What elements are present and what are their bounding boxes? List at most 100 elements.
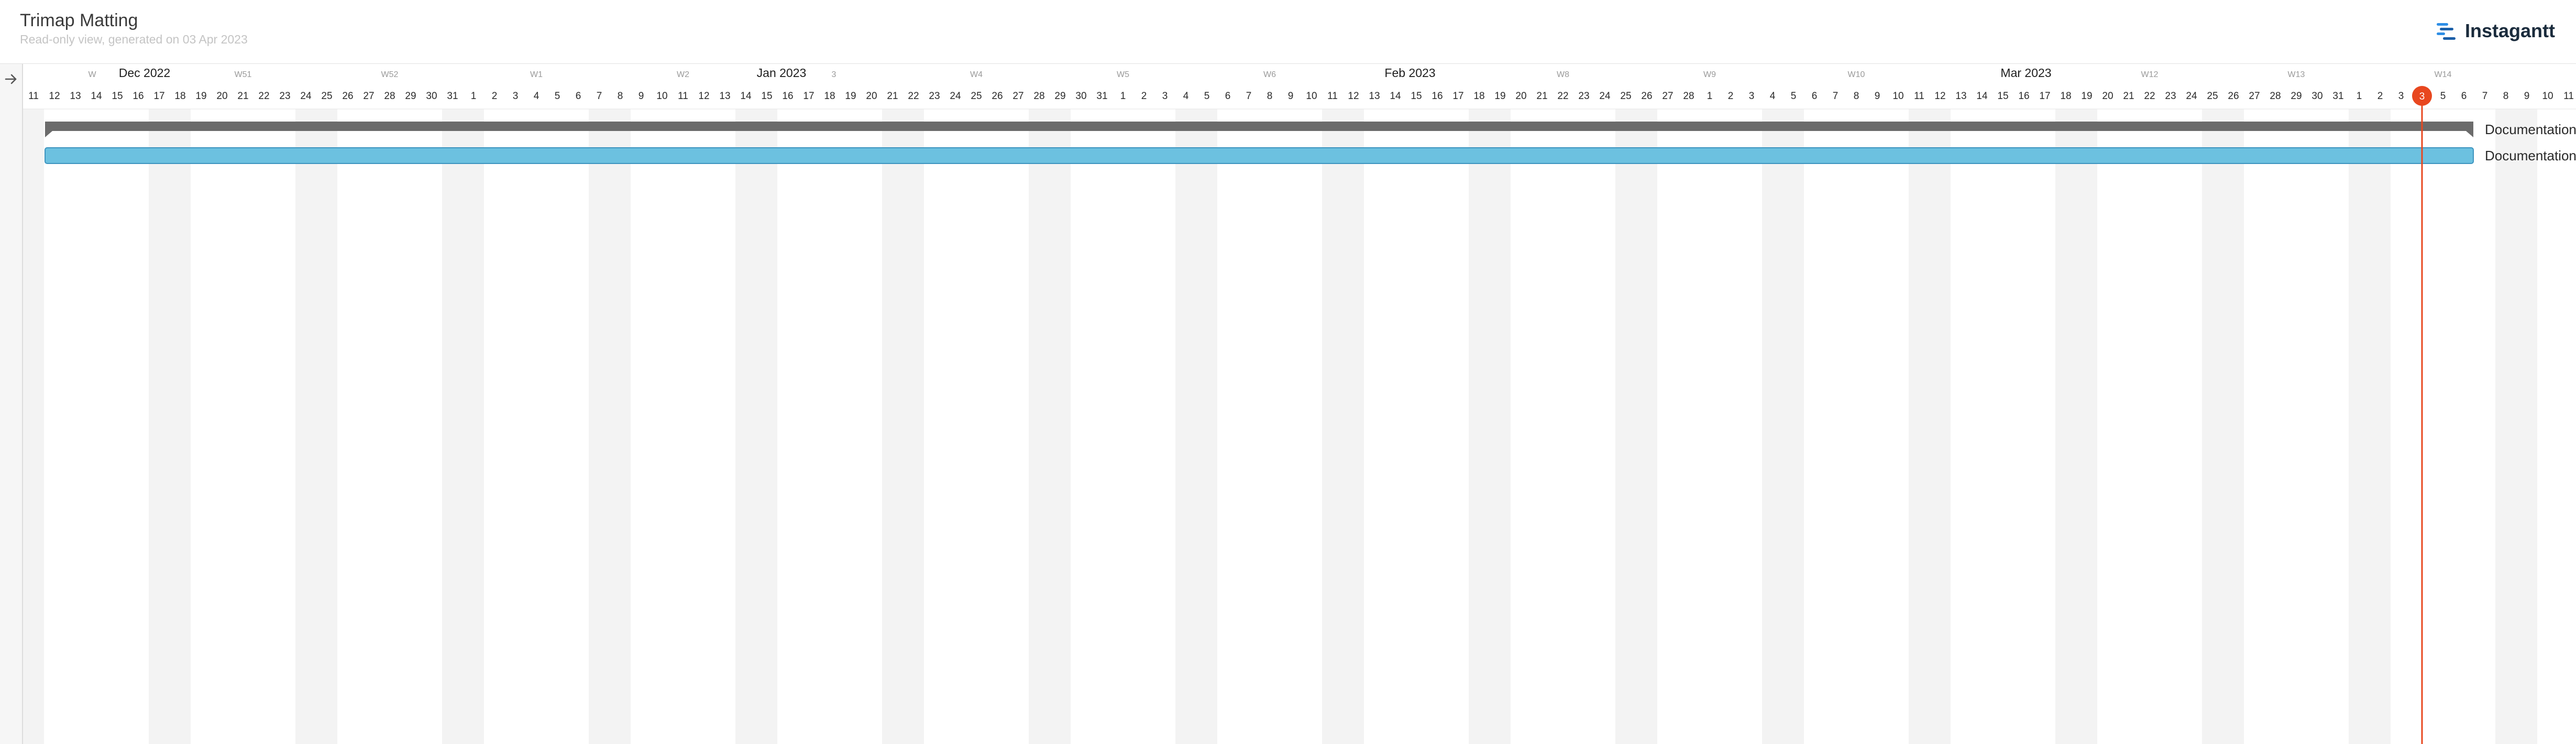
weekend-column <box>23 109 44 744</box>
day-label: 26 <box>342 91 353 102</box>
weekend-column <box>170 109 191 744</box>
day-label: 17 <box>153 91 164 102</box>
weekend-column <box>1343 109 1364 744</box>
day-label: 16 <box>1432 91 1443 102</box>
day-label: 20 <box>2102 91 2113 102</box>
weekend-column <box>903 109 924 744</box>
day-label: 21 <box>237 91 248 102</box>
day-label: 17 <box>2039 91 2050 102</box>
day-label: 28 <box>1033 91 1044 102</box>
day-label: 15 <box>1411 91 1422 102</box>
weekend-column <box>589 109 610 744</box>
day-label: 7 <box>2482 91 2488 102</box>
gantt-timeline[interactable]: Dec 2022 Jan 2023 Feb 2023 Mar 2023 W W51 W52 W… <box>23 64 2576 744</box>
week-label: W12 <box>2141 70 2159 79</box>
weekend-column <box>735 109 756 744</box>
day-label: 9 <box>1875 91 1880 102</box>
day-label: 1 <box>1120 91 1126 102</box>
day-label: 19 <box>195 91 206 102</box>
day-label: 24 <box>2186 91 2197 102</box>
weekend-column <box>1196 109 1217 744</box>
week-label: W8 <box>1557 70 1569 79</box>
group-bar[interactable] <box>45 122 2473 137</box>
day-label: 22 <box>258 91 269 102</box>
week-label: W13 <box>2288 70 2305 79</box>
day-label: 6 <box>576 91 581 102</box>
weekend-column <box>882 109 903 744</box>
day-label: 22 <box>908 91 919 102</box>
day-label: 10 <box>656 91 667 102</box>
day-label: 22 <box>2144 91 2155 102</box>
day-label: 2 <box>2377 91 2383 102</box>
day-label: 25 <box>2207 91 2218 102</box>
day-label: 15 <box>112 91 123 102</box>
weekend-column <box>1322 109 1343 744</box>
weekend-column <box>610 109 631 744</box>
day-label: 11 <box>1914 91 1924 102</box>
weekend-column <box>1029 109 1050 744</box>
day-label: 13 <box>1955 91 1966 102</box>
day-label: 22 <box>1557 91 1568 102</box>
week-label: W9 <box>1703 70 1716 79</box>
weekend-column <box>2370 109 2391 744</box>
expand-sidebar-button[interactable] <box>2 70 20 88</box>
day-label: 30 <box>1075 91 1086 102</box>
day-label: 11 <box>678 91 688 102</box>
weekend-column <box>1909 109 1930 744</box>
weekend-column <box>463 109 484 744</box>
day-label: 13 <box>70 91 81 102</box>
brand[interactable]: Instagantt <box>2436 19 2555 43</box>
page-title: Trimap Matting <box>20 10 138 30</box>
week-label: 3 <box>832 70 836 79</box>
day-label: 23 <box>929 91 940 102</box>
day-label: 14 <box>91 91 102 102</box>
day-label: 24 <box>300 91 312 102</box>
week-label: W5 <box>1117 70 1129 79</box>
week-label: W1 <box>530 70 543 79</box>
month-label: Feb 2023 <box>1384 66 1435 80</box>
weekend-column <box>2349 109 2370 744</box>
day-label: 30 <box>426 91 437 102</box>
weekend-column <box>1050 109 1071 744</box>
day-label: 10 <box>1892 91 1903 102</box>
day-label: 26 <box>2228 91 2239 102</box>
day-label: 31 <box>447 91 458 102</box>
day-label: 12 <box>1348 91 1359 102</box>
instagantt-logo-icon <box>2436 23 2456 40</box>
day-label: 29 <box>1054 91 1065 102</box>
week-label: W52 <box>381 70 399 79</box>
weekend-column <box>1175 109 1196 744</box>
day-label: 10 <box>1306 91 1317 102</box>
day-label: 3 <box>2398 91 2404 102</box>
day-label: 4 <box>1183 91 1189 102</box>
day-label: 16 <box>2018 91 2029 102</box>
day-label: 14 <box>740 91 752 102</box>
day-label: 5 <box>1204 91 1210 102</box>
left-gutter <box>0 64 23 744</box>
page-subtitle: Read-only view, generated on 03 Apr 2023 <box>20 32 248 46</box>
weekend-column <box>1469 109 1490 744</box>
day-label: 12 <box>698 91 709 102</box>
weekend-column <box>316 109 337 744</box>
day-label: 29 <box>405 91 416 102</box>
day-label: 14 <box>1390 91 1401 102</box>
task-bar[interactable] <box>45 147 2474 164</box>
day-label: 4 <box>1770 91 1776 102</box>
weekend-column <box>295 109 316 744</box>
day-label: 7 <box>597 91 602 102</box>
day-label: 6 <box>2461 91 2467 102</box>
day-label: 3 <box>1162 91 1168 102</box>
day-label: 8 <box>1854 91 1859 102</box>
day-label: 1 <box>1707 91 1713 102</box>
arrow-right-icon <box>5 74 17 84</box>
today-marker <box>2412 86 2432 106</box>
day-label: 27 <box>1012 91 1023 102</box>
day-label: 27 <box>363 91 374 102</box>
day-label: 20 <box>866 91 877 102</box>
day-label: 11 <box>2563 91 2574 102</box>
week-label: W6 <box>1263 70 1276 79</box>
weekend-column <box>1762 109 1783 744</box>
week-label: W <box>88 70 96 79</box>
weekend-column <box>1490 109 1511 744</box>
